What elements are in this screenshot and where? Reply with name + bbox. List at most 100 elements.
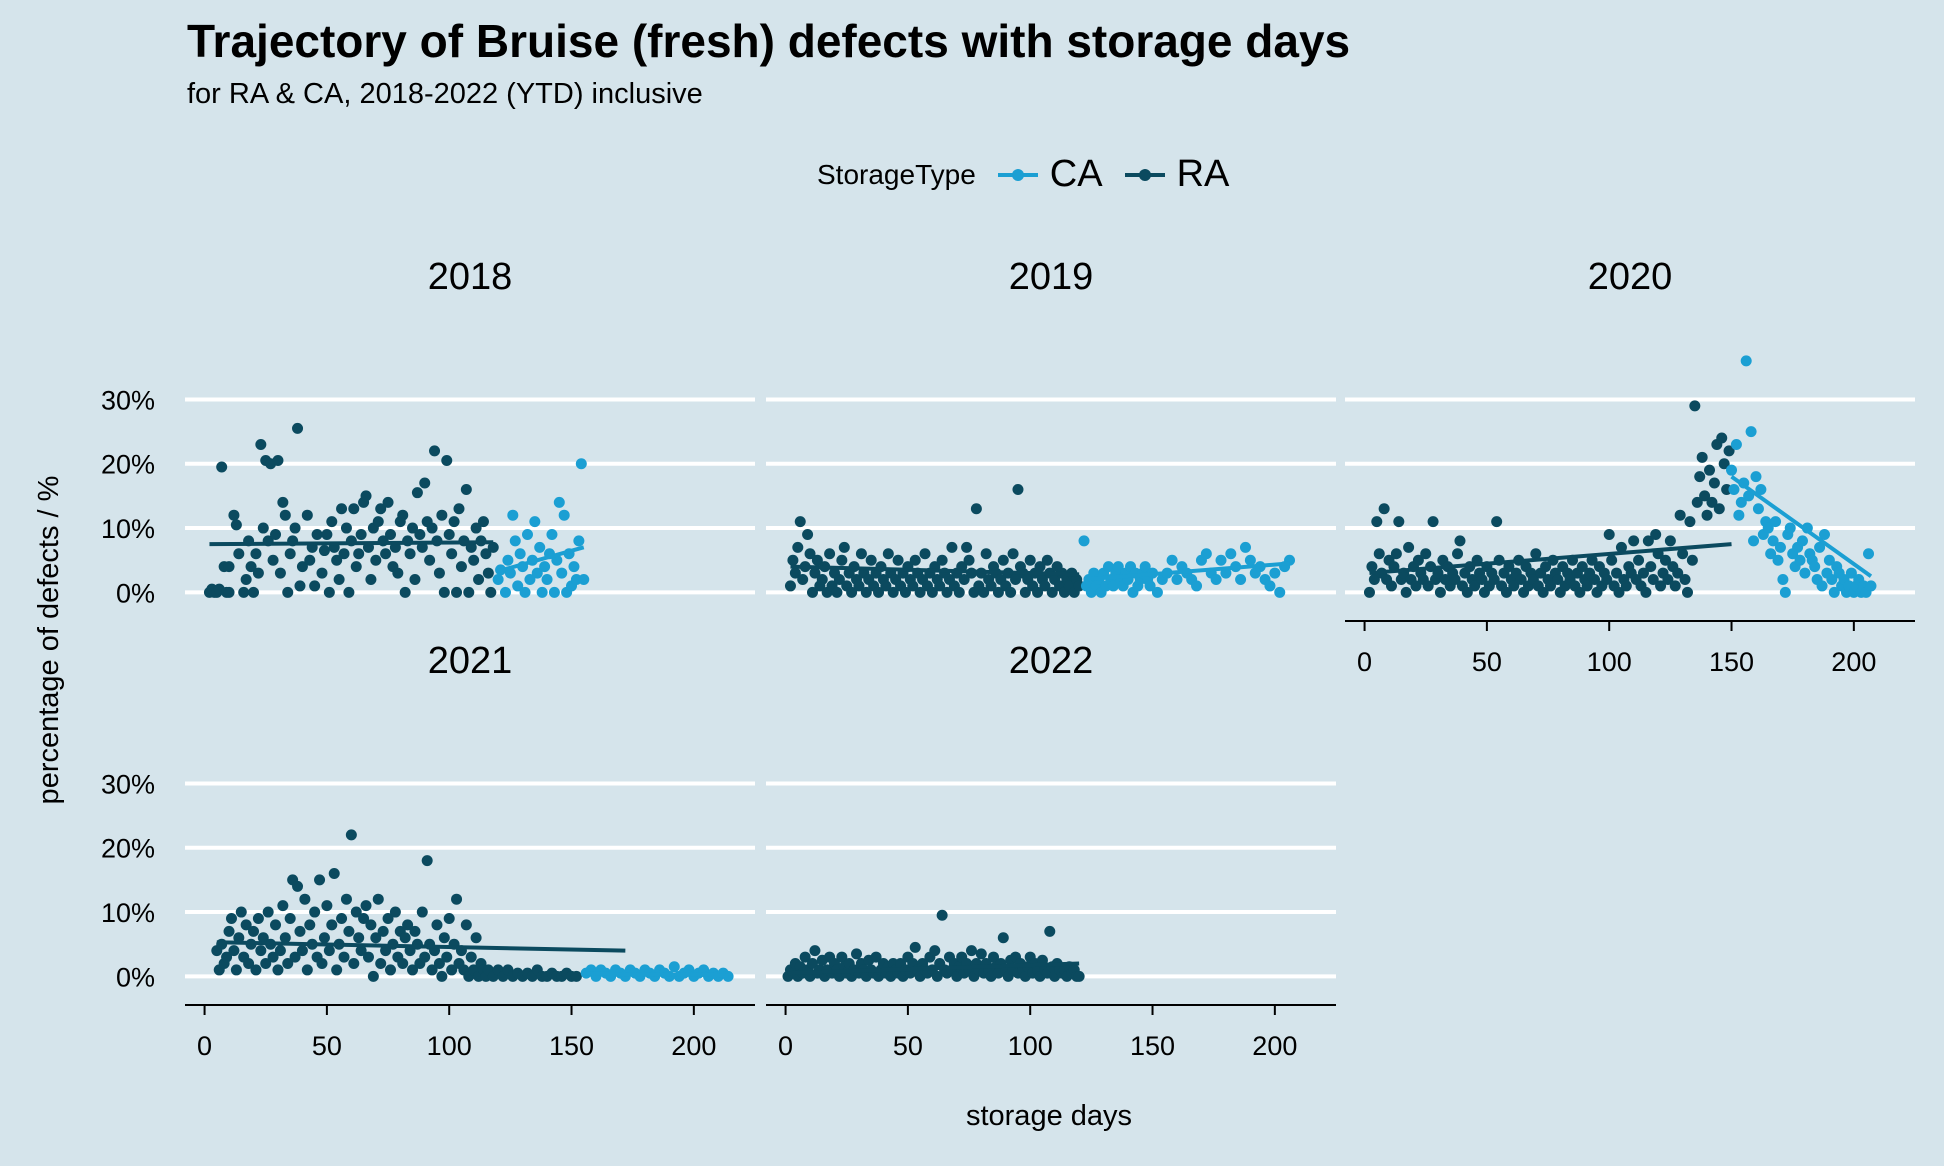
point-ra	[465, 951, 477, 963]
point-ca	[546, 528, 558, 540]
point-ra	[446, 548, 458, 560]
point-ra	[362, 951, 374, 963]
point-ra	[382, 912, 394, 924]
point-ra	[1574, 586, 1586, 598]
x-tick-label: 50	[893, 1031, 923, 1061]
point-ra	[477, 516, 489, 528]
x-axis-title: storage days	[966, 1100, 1132, 1132]
point-ca	[1865, 580, 1877, 592]
point-ra	[235, 906, 247, 918]
point-ra	[360, 900, 372, 912]
point-ca	[1767, 535, 1779, 547]
point-ra	[316, 957, 328, 969]
point-ra	[407, 964, 419, 976]
point-ra	[284, 548, 296, 560]
point-ra	[1544, 580, 1556, 592]
legend-label-ca: CA	[1049, 153, 1103, 195]
point-ra	[380, 945, 392, 957]
point-ra	[407, 522, 419, 534]
point-ra	[389, 906, 401, 918]
point-ca	[1796, 535, 1808, 547]
point-ra	[436, 970, 448, 982]
point-ra	[409, 925, 421, 937]
legend-item-ra: RA	[1123, 153, 1229, 196]
point-ra	[470, 932, 482, 944]
point-ra	[360, 490, 372, 502]
point-ca	[524, 573, 536, 585]
point-ra	[1723, 445, 1735, 457]
point-ra	[370, 554, 382, 566]
point-ra	[367, 970, 379, 982]
point-ra	[343, 586, 355, 598]
point-ca	[1244, 554, 1256, 566]
x-tick-label: 100	[1008, 1031, 1053, 1061]
point-ra	[931, 970, 943, 982]
point-ra	[419, 477, 431, 489]
facet-label-2022: 2022	[1009, 640, 1094, 682]
point-ra	[1650, 528, 1662, 540]
point-ca	[1735, 496, 1747, 508]
point-ca	[1770, 516, 1782, 528]
point-ra	[1371, 516, 1383, 528]
y-tick-label: 30%	[101, 769, 155, 799]
point-ra	[247, 925, 259, 937]
point-ra	[470, 522, 482, 534]
point-ra	[1476, 573, 1488, 585]
point-ra	[382, 496, 394, 508]
point-ra	[255, 945, 267, 957]
point-ra	[836, 951, 848, 963]
point-ra	[1672, 567, 1684, 579]
point-ra	[314, 874, 326, 886]
point-ca	[1826, 573, 1838, 585]
x-tick-label: 50	[312, 1031, 342, 1061]
point-ca	[1733, 509, 1745, 521]
point-ra	[292, 422, 304, 434]
point-ra	[230, 964, 242, 976]
x-tick-label: 0	[197, 1031, 212, 1061]
point-ra	[914, 586, 926, 598]
point-ra	[899, 586, 911, 598]
point-ra	[375, 957, 387, 969]
point-ra	[448, 516, 460, 528]
point-ra	[809, 567, 821, 579]
point-ra	[870, 951, 882, 963]
point-ra	[946, 541, 958, 553]
point-ra	[301, 509, 313, 521]
point-ra	[240, 919, 252, 931]
point-ra	[1613, 586, 1625, 598]
point-ca	[539, 561, 551, 573]
point-ra	[384, 964, 396, 976]
point-ra	[350, 906, 362, 918]
point-ca	[1863, 548, 1875, 560]
point-ra	[1032, 586, 1044, 598]
point-ra	[323, 586, 335, 598]
point-ca	[514, 548, 526, 560]
point-ra	[289, 522, 301, 534]
point-ca	[1794, 554, 1806, 566]
point-ra	[833, 573, 845, 585]
point-ra	[978, 586, 990, 598]
point-ca	[556, 567, 568, 579]
point-ra	[811, 554, 823, 566]
point-ra	[1488, 573, 1500, 585]
point-ra	[311, 528, 323, 540]
point-ra	[1390, 548, 1402, 560]
point-ra	[336, 912, 348, 924]
point-ra	[1461, 586, 1473, 598]
point-ca	[1171, 573, 1183, 585]
point-ra	[1044, 925, 1056, 937]
point-ra	[799, 951, 811, 963]
point-ra	[1601, 573, 1613, 585]
point-ca	[519, 586, 531, 598]
point-ca	[1752, 503, 1764, 515]
point-ra	[272, 964, 284, 976]
point-ra	[997, 554, 1009, 566]
point-ra	[338, 951, 350, 963]
point-ra	[318, 545, 330, 557]
trend-line-ra	[216, 940, 626, 953]
point-ra	[961, 541, 973, 553]
trend-line-ca	[1083, 561, 1290, 582]
point-ra	[1434, 586, 1446, 598]
point-ca	[668, 961, 680, 973]
point-ra	[255, 438, 267, 450]
